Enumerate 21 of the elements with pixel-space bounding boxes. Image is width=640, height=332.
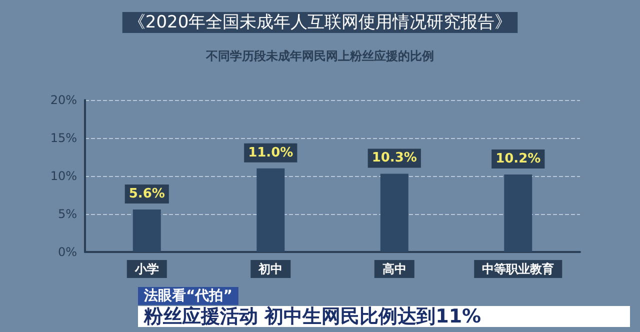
y-tick-label: 20% xyxy=(50,93,77,107)
data-label: 5.6% xyxy=(128,186,165,202)
y-tick-label: 15% xyxy=(50,131,77,145)
x-tick-label: 中等职业教育 xyxy=(482,262,554,276)
text: 粉丝应援活动 初中生网民比例达到11% xyxy=(143,306,482,328)
bar xyxy=(380,174,408,252)
x-tick-label: 初中 xyxy=(258,262,283,276)
x-tick-label: 高中 xyxy=(382,262,406,276)
text: 法眼看“代拍” xyxy=(143,287,232,304)
data-label: 11.0% xyxy=(248,145,294,160)
chart-title: 《2020年全国未成年人互联网使用情况研究报告》 xyxy=(128,12,512,32)
data-label: 10.3% xyxy=(372,150,417,166)
bar xyxy=(504,174,532,252)
chart-subtitle: 不同学历段未成年网民网上粉丝应援的比例 xyxy=(205,49,434,63)
y-tick-label: 10% xyxy=(50,169,77,183)
y-tick-label: 0% xyxy=(58,245,77,259)
y-tick-label: 5% xyxy=(58,207,77,221)
x-tick-label: 小学 xyxy=(134,262,159,276)
bar xyxy=(132,209,161,252)
data-label: 10.2% xyxy=(496,151,541,166)
bar xyxy=(256,168,285,252)
